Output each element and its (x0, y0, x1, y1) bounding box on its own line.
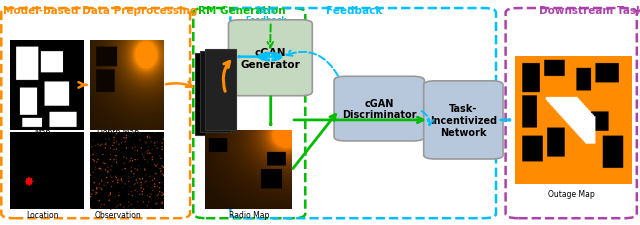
Text: Downstream Task: Downstream Task (539, 6, 640, 16)
Text: Building
Map: Building Map (26, 117, 58, 136)
Circle shape (259, 53, 282, 61)
FancyBboxPatch shape (334, 77, 424, 141)
Text: Outage Map: Outage Map (548, 189, 595, 198)
Bar (195, 54, 226, 135)
Bar (205, 50, 236, 130)
Bar (200, 52, 231, 133)
Text: Task-
Incentivized
Network: Task- Incentivized Network (430, 104, 497, 137)
FancyBboxPatch shape (228, 21, 312, 96)
Text: +: + (266, 52, 275, 62)
Text: Loss
Feedback: Loss Feedback (245, 6, 286, 25)
Text: Feedback: Feedback (326, 6, 383, 16)
Text: cGAN
Discriminator: cGAN Discriminator (342, 98, 417, 120)
Text: Radio
Depth Map: Radio Depth Map (97, 117, 140, 136)
Text: Sparse
Observation: Sparse Observation (95, 200, 142, 219)
Text: cGAN
Generator: cGAN Generator (241, 48, 300, 69)
Text: Model-based Data Preprocessing: Model-based Data Preprocessing (3, 6, 198, 16)
Text: Transmitter
Location: Transmitter Location (20, 200, 64, 219)
Text: Predicted
Radio Map: Predicted Radio Map (229, 200, 270, 219)
Text: RM Generation: RM Generation (198, 6, 286, 16)
FancyBboxPatch shape (424, 81, 503, 159)
